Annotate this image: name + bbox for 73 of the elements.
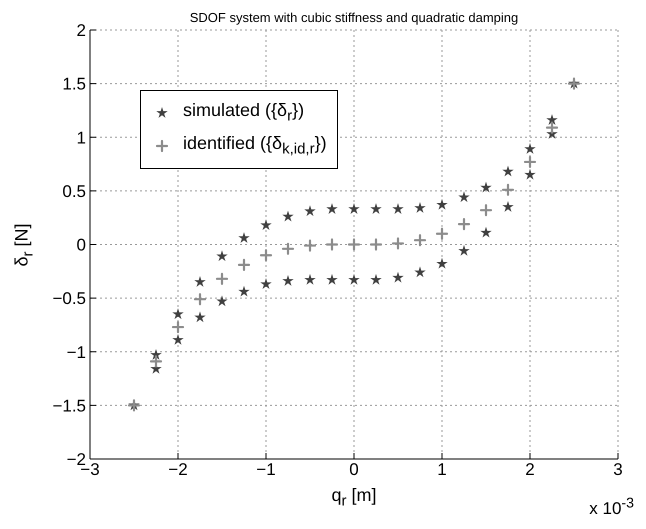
point [370, 274, 382, 285]
x-tick-label: 2 [525, 460, 535, 480]
point [216, 272, 228, 285]
point [172, 334, 184, 345]
point [194, 293, 206, 306]
point [238, 258, 250, 271]
point [370, 238, 382, 251]
point [260, 278, 272, 290]
point [348, 274, 360, 285]
y-tick-label: 1 [76, 128, 86, 148]
point [326, 274, 338, 285]
y-tick-label: −1 [66, 342, 86, 362]
point [546, 122, 558, 134]
x-axis-title: q$_{r}$ [m] [331, 485, 376, 510]
point [524, 143, 536, 154]
point [348, 238, 360, 251]
y-tick-label: 2 [76, 21, 86, 40]
point [414, 266, 426, 278]
x-tick-label: 1 [437, 460, 447, 480]
x-tick-label: 3 [613, 460, 623, 480]
point [370, 203, 382, 214]
point [172, 308, 184, 320]
point [502, 200, 514, 212]
point [480, 204, 492, 216]
point [392, 272, 404, 283]
point [238, 232, 250, 243]
point [414, 202, 426, 213]
point [502, 166, 514, 176]
point [216, 295, 228, 306]
point [326, 238, 338, 251]
point [502, 184, 514, 196]
point [282, 274, 294, 286]
point [326, 203, 338, 214]
point [260, 219, 272, 230]
y-tick-label: 0.5 [62, 182, 86, 201]
point [414, 234, 426, 246]
point [304, 239, 316, 252]
point [194, 311, 206, 322]
y-tick-label: 1.5 [62, 74, 86, 94]
y-tick-label: −0.5 [52, 289, 86, 308]
y-tick-label: 0 [76, 236, 86, 255]
point [392, 203, 404, 214]
point [480, 226, 492, 238]
point [480, 182, 492, 193]
legend-label: identified ({δ$_{k,id,r}$}) [183, 132, 327, 160]
point [150, 355, 162, 368]
point [436, 258, 448, 269]
point [194, 276, 206, 287]
point [238, 286, 250, 297]
point [436, 198, 448, 210]
point [282, 210, 294, 222]
legend-label: simulated ({δ$_{r}$}) [183, 99, 304, 127]
point [348, 203, 360, 214]
text: x 10$^{-3}$ [589, 495, 634, 518]
point [458, 244, 470, 256]
y-tick-label: −1.5 [52, 396, 86, 416]
point [458, 218, 470, 230]
point [260, 249, 272, 262]
point [216, 250, 228, 262]
point [524, 156, 536, 168]
x-tick-label: −2 [168, 460, 188, 480]
x-tick-label: −1 [256, 460, 276, 480]
x-tick-label: 0 [349, 460, 359, 480]
point [304, 274, 316, 285]
chart-title: SDOF system with cubic stiffness and quadratic damping [190, 10, 518, 25]
point [172, 320, 184, 334]
point [304, 205, 316, 216]
point [436, 228, 448, 240]
point [282, 242, 294, 255]
point [392, 237, 404, 250]
point [458, 191, 470, 202]
point [546, 114, 558, 125]
point [524, 168, 536, 180]
